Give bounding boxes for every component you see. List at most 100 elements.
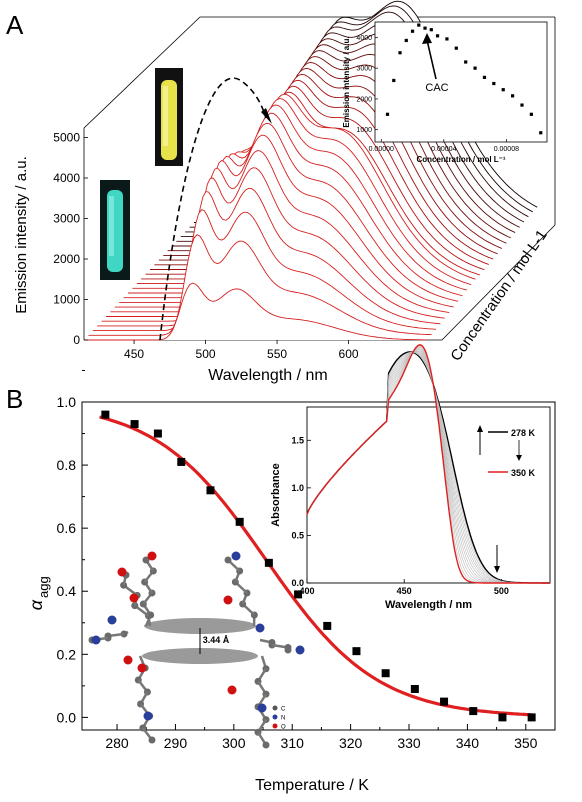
atom-legend-label: C	[281, 707, 286, 713]
panel-a-label: A	[6, 10, 24, 40]
panel-b-frame	[81, 401, 556, 731]
data-point	[469, 707, 478, 716]
legend-350k-label: 350 K	[511, 468, 536, 478]
oxygen-atom	[147, 551, 157, 561]
inset-a-point	[410, 29, 415, 33]
x-tick-label: 350	[514, 735, 538, 751]
inset-a-frame	[374, 21, 548, 143]
inset-a-point	[392, 78, 396, 83]
stacking-distance-label: 3.44 Å	[203, 635, 230, 645]
data-point	[323, 621, 332, 630]
panel-b-label: B	[6, 384, 23, 414]
atom-legend-dot	[272, 723, 278, 729]
inset-a-point	[501, 88, 505, 92]
inset-a-point	[482, 75, 487, 79]
inset-b-y-tick-label: 1.0	[291, 483, 304, 493]
fit-curve	[99, 415, 532, 717]
series-line-8	[114, 122, 459, 308]
x-tick-label: 550	[267, 347, 287, 361]
carbon-atom	[148, 736, 156, 744]
data-point	[206, 486, 215, 495]
inset-a-x-tick-label: 0.00000	[369, 146, 394, 153]
inset-a-point	[429, 28, 433, 32]
series-line-3	[92, 209, 437, 332]
inset-a-x-axis-label: Concentration / mol L⁻¹	[416, 155, 505, 164]
nitrogen-atom	[295, 645, 305, 655]
panel-b-y-axis-label: α agg	[26, 576, 51, 610]
x-tick-label: 300	[222, 735, 246, 751]
panel-a-x-axis-label: Wavelength / nm	[208, 367, 327, 384]
x-tick-label: 320	[339, 735, 363, 751]
y-tick-label: 0.6	[57, 520, 77, 536]
inset-b-y-tick-label: 0.5	[291, 530, 304, 540]
panel-b-plot: 280 290 300 310 320 330 340 350 0.0 0.2 0.4 0.6 0.8 1…	[57, 369, 556, 751]
data-point	[498, 713, 507, 722]
inset-a-point	[464, 60, 468, 64]
series-line-5	[101, 167, 445, 322]
series-line-7	[110, 134, 454, 313]
x-tick-label: 500	[196, 347, 216, 361]
data-point	[101, 410, 110, 419]
x-tick-label: 290	[164, 735, 188, 751]
series-fill	[84, 283, 428, 340]
absorbance-inset: 400 450 500 0.0 0.5 1.0 1.5 278 K 350 K Wavelengt…	[270, 344, 551, 611]
inset-a-y-tick-label: 2000	[356, 96, 372, 103]
y-tick-label: 3000	[53, 212, 80, 226]
nitrogen-atom	[255, 623, 265, 633]
inset-a-point	[423, 26, 427, 30]
series-line-1	[84, 282, 428, 341]
vial-yellow-image	[155, 68, 183, 166]
legend-278k-label: 278 K	[511, 428, 536, 438]
inset-b-y-axis-label: Absorbance	[270, 463, 282, 527]
inset-a-x-tick-label: 0.00008	[494, 146, 519, 153]
series-line-10	[123, 104, 467, 299]
carbon-atom	[142, 556, 150, 564]
carbon-atom	[284, 646, 292, 654]
inset-b-y-tick-label: 0.0	[291, 578, 304, 588]
up-arrowhead	[477, 425, 483, 432]
alpha-subscript: agg	[36, 576, 51, 598]
data-point	[130, 420, 139, 429]
y-tick-label: 4000	[53, 171, 80, 185]
series-fill	[88, 234, 432, 336]
data-point	[527, 713, 536, 722]
data-point	[177, 457, 186, 466]
alpha-symbol: α	[26, 599, 46, 610]
y-tick-label: 0.8	[57, 457, 77, 473]
nitrogen-atom	[257, 703, 267, 713]
x-tick-label: 340	[456, 735, 480, 751]
absorbance-curve	[306, 344, 550, 584]
panel-a-axes: 0 1000 2000 3000 4000 5000 450 500 550 600	[53, 131, 359, 362]
trend-arrowhead	[261, 108, 272, 124]
inset-a-point	[539, 131, 543, 135]
inset-b-y-tick-label: 1.5	[291, 435, 304, 445]
concentration-inset: 0.00000 0.00004 0.00008 1000 2000 3000 4000 Con…	[342, 21, 548, 164]
oxygen-atom	[223, 595, 233, 605]
data-point	[440, 697, 449, 706]
inset-a-point	[473, 66, 477, 70]
y-tick-label: 2000	[53, 252, 80, 266]
cac-arrowhead	[422, 33, 432, 44]
x-tick-label: 330	[397, 735, 421, 751]
inset-a-point	[398, 51, 402, 55]
vial-cyan-image	[100, 180, 130, 280]
oxygen-atom	[227, 685, 237, 695]
aromatic-core-lower	[142, 648, 258, 664]
inset-a-point	[520, 103, 524, 107]
inset-a-point	[511, 94, 515, 98]
inset-a-point	[417, 23, 421, 27]
inset-a-point	[454, 46, 458, 50]
y-tick-label: 5000	[53, 131, 80, 145]
inset-a-y-tick-label: 4000	[356, 35, 372, 42]
inset-a-point	[529, 112, 533, 116]
data-point	[352, 647, 361, 656]
molecule-inset: 3.44 Å CNO	[88, 551, 305, 749]
data-point	[264, 558, 273, 567]
inset-a-point	[435, 34, 440, 38]
inset-a-point	[445, 37, 449, 41]
inset-b-x-axis-label: Wavelength / nm	[385, 599, 472, 611]
y-tick-label: 0.0	[57, 709, 77, 725]
y-tick-label: 0.4	[57, 583, 77, 599]
y-tick-label: 1000	[53, 293, 80, 307]
x-tick-label: 310	[281, 735, 305, 751]
